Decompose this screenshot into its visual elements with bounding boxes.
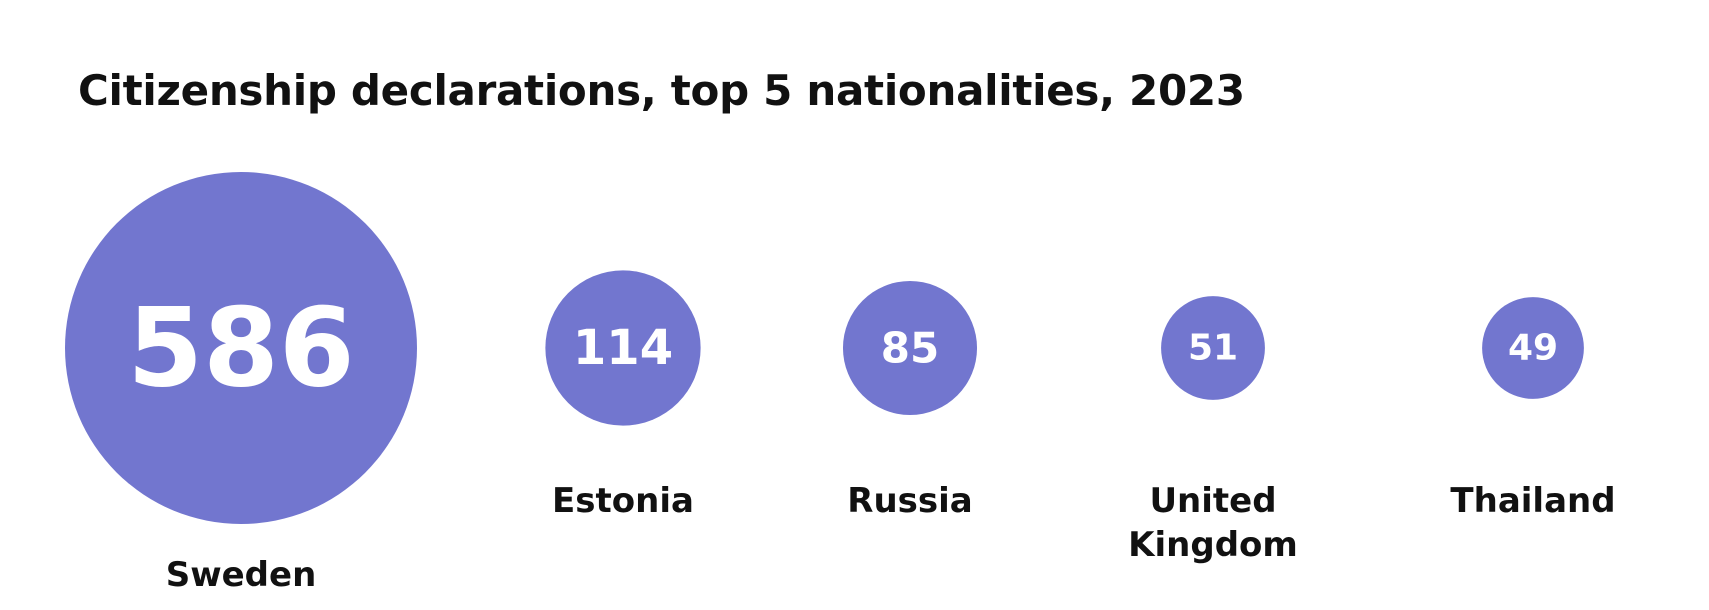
category-label-thailand: Thailand [1450,481,1615,521]
value-label-thailand: 49 [1508,328,1558,369]
category-label-sweden: Sweden [166,555,317,595]
value-label-estonia: 114 [573,320,673,376]
value-label-united-kingdom: 51 [1188,328,1238,369]
value-label-russia: 85 [881,324,939,373]
value-label-sweden: 586 [127,285,355,412]
category-label-united-kingdom-line-2: Kingdom [1128,525,1298,565]
category-label-estonia: Estonia [552,481,694,521]
category-label-russia: Russia [847,481,972,521]
category-label-united-kingdom-line-1: United [1149,481,1276,521]
